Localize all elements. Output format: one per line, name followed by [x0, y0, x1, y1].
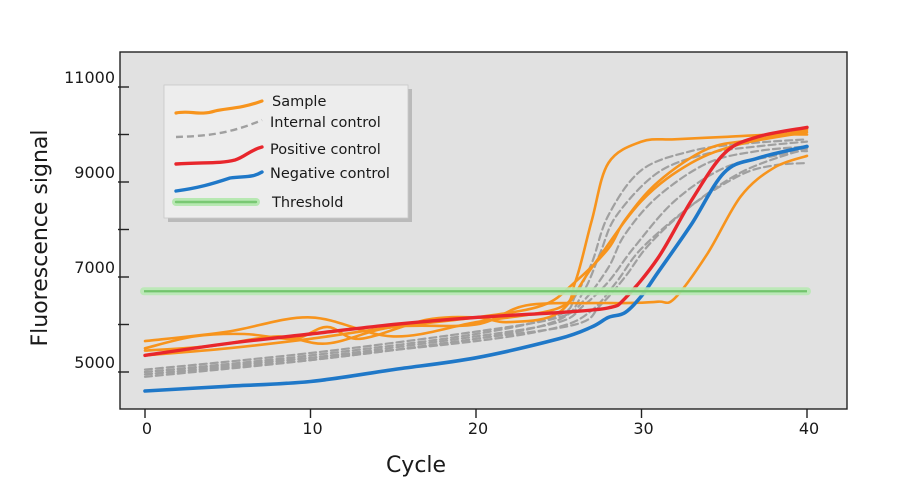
series-line-negative-control-1 — [143, 144, 809, 393]
axes-group: 0 10 20 30 40 5000 7000 9000 11000 — [64, 68, 819, 438]
x-tick-label: 20 — [468, 419, 488, 438]
series-line-internal-control-6 — [143, 149, 809, 376]
series-line-internal-control-5 — [143, 161, 809, 374]
legend-sample-swatch — [174, 99, 264, 115]
legend-negative-swatch — [174, 170, 264, 193]
y-tick-label: 5000 — [74, 353, 115, 372]
x-tick-label: 40 — [799, 419, 819, 438]
legend-positive-label: Positive control — [270, 142, 381, 158]
y-tick-label: 11000 — [64, 68, 115, 87]
x-tick-label: 0 — [142, 419, 152, 438]
legend-internal-label: Internal control — [270, 115, 381, 131]
series-line-internal-control-1 — [143, 138, 809, 374]
legend-internal-swatch — [175, 118, 263, 139]
legend-positive-swatch — [174, 145, 264, 166]
legend-negative-label: Negative control — [270, 166, 390, 182]
x-axis-title: Cycle — [386, 453, 446, 478]
x-tick-label: 10 — [302, 419, 322, 438]
legend-box — [163, 84, 409, 219]
legend-threshold-label: Threshold — [271, 195, 343, 211]
y-axis-title: Fluorescence signal — [28, 129, 53, 346]
series-line-positive-control-1 — [143, 125, 809, 358]
x-tick-label: 30 — [633, 419, 653, 438]
legend: Sample Internal control Positive control… — [163, 84, 412, 222]
legend-sample-label: Sample — [272, 94, 326, 110]
y-tick-label: 9000 — [74, 163, 115, 182]
y-tick-label: 7000 — [74, 258, 115, 277]
